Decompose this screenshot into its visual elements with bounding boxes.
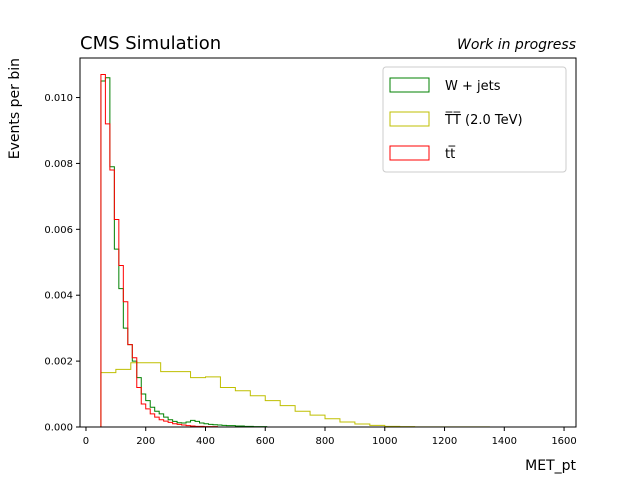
legend-swatch: [389, 111, 430, 127]
chart-subtitle: Work in progress: [457, 37, 576, 53]
legend-swatch: [389, 145, 430, 161]
plot-frame: [79, 57, 577, 428]
y-tick-label: 0.004: [44, 291, 73, 302]
series-line-1: [100, 362, 565, 428]
y-tick-label: 0.010: [44, 93, 73, 104]
x-tick-label: 0: [83, 436, 89, 447]
series-line-0: [100, 77, 268, 428]
x-tick-label: 600: [256, 436, 275, 447]
y-tick-label: 0.002: [44, 357, 73, 368]
legend: W + jets T̅T̅ (2.0 TeV) tt̅: [382, 66, 567, 173]
plot-area: 0 200 400 600 800 1000 1200 1400 1600 0.000 0.002…: [44, 57, 577, 447]
legend-label: tt̅: [445, 146, 456, 162]
x-tick-label: 1000: [372, 436, 397, 447]
y-tick-label: 0.006: [44, 225, 73, 236]
x-tick-label: 400: [196, 436, 215, 447]
x-tick-label: 1600: [551, 436, 576, 447]
y-axis: 0.000 0.002 0.004 0.006 0.008 0.010: [44, 93, 80, 434]
chart-title: CMS Simulation: [80, 33, 221, 54]
y-axis-label: Events per bin: [7, 58, 23, 159]
x-axis: 0 200 400 600 800 1000 1200 1400 1600: [83, 427, 577, 447]
series-line-2: [100, 73, 218, 428]
legend-label: T̅T̅ (2.0 TeV): [444, 112, 523, 128]
x-tick-label: 800: [315, 436, 334, 447]
x-tick-label: 200: [136, 436, 155, 447]
y-tick-label: 0.008: [44, 159, 73, 170]
y-tick-label: 0.000: [44, 423, 73, 434]
x-tick-label: 1200: [432, 436, 457, 447]
legend-label: W + jets: [445, 79, 501, 94]
legend-swatch: [389, 77, 430, 93]
x-axis-label: MET_pt: [525, 458, 576, 474]
x-tick-label: 1400: [492, 436, 517, 447]
